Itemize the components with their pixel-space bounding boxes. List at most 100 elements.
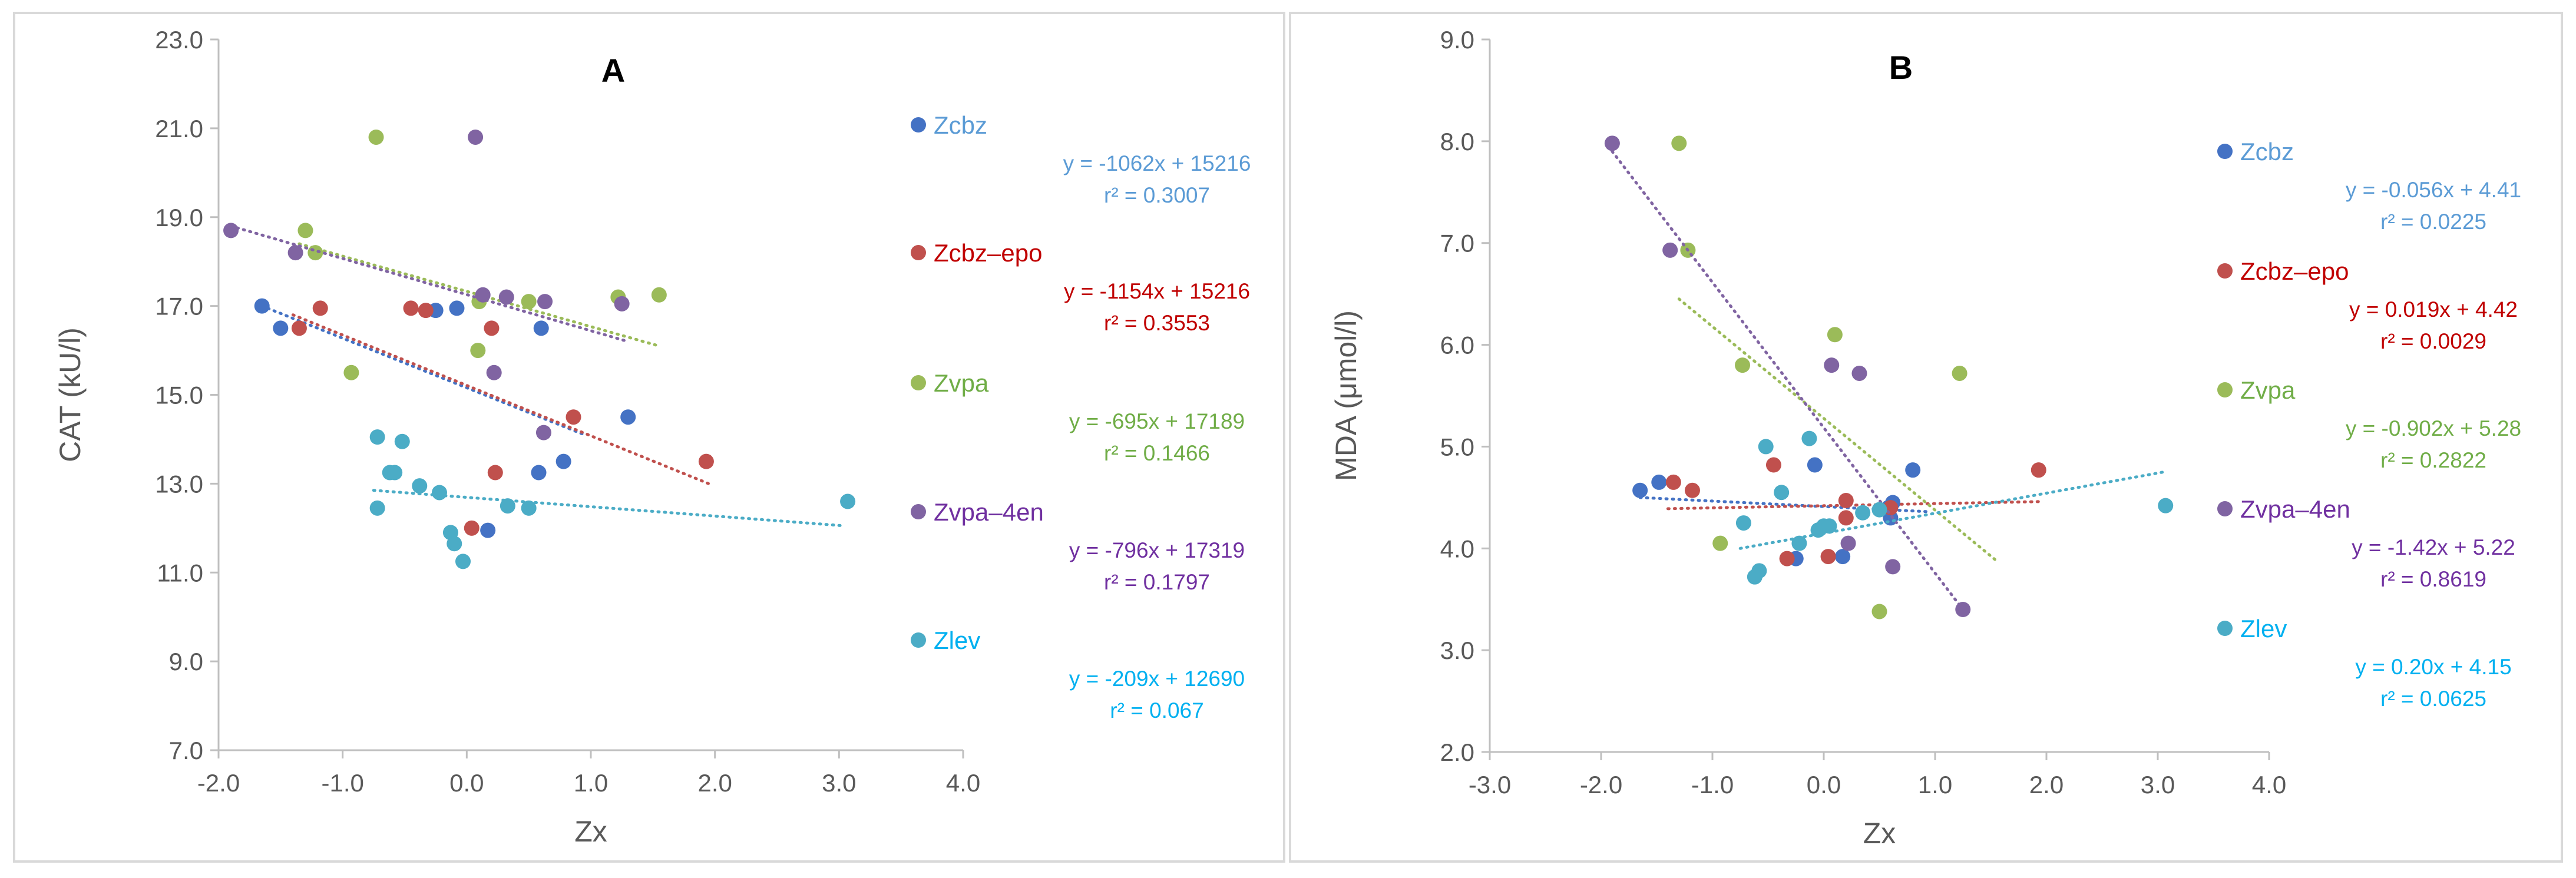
r-squared-value: r² = 0.1797 [1104, 570, 1210, 594]
data-point [1840, 535, 1856, 551]
data-point [1952, 365, 1967, 381]
data-point [484, 320, 500, 336]
data-point [521, 500, 537, 516]
r-squared-value: r² = 0.0625 [2380, 687, 2486, 711]
r-squared-value: r² = 0.067 [1110, 698, 1203, 723]
x-tick-label: 0.0 [449, 769, 484, 797]
data-point [840, 493, 856, 509]
data-point [418, 303, 434, 319]
data-point [297, 223, 313, 238]
y-tick-label: 15.0 [155, 382, 203, 409]
data-point [468, 129, 484, 145]
trendline-Zcbz–epo [291, 313, 710, 485]
legend-marker [911, 117, 926, 132]
data-point [614, 296, 630, 312]
data-point [1820, 549, 1836, 565]
legend-marker [2217, 501, 2233, 516]
data-point [1827, 327, 1843, 343]
trend-equation: y = 0.019x + 4.42 [2349, 297, 2518, 322]
trend-equation: y = 0.20x + 4.15 [2355, 655, 2511, 679]
data-point [1758, 439, 1774, 455]
x-tick-label: -1.0 [1691, 771, 1734, 799]
legend-marker [911, 504, 926, 519]
data-point [455, 554, 471, 569]
data-point [486, 365, 502, 380]
data-point [403, 300, 419, 316]
chart-panel-a: 7.0 9.0 11.0 13.0 15.0 17.0 19.0 21.0 23.0 -2.0 -1… [13, 12, 1285, 863]
chart-title: A [601, 52, 625, 89]
x-tick-label: 2.0 [2029, 771, 2064, 799]
data-point [531, 465, 547, 481]
data-point [1838, 510, 1854, 526]
legend-marker [2217, 263, 2233, 279]
x-tick-label: -1.0 [321, 769, 363, 797]
data-point [535, 425, 551, 440]
data-point [223, 223, 239, 238]
data-point [498, 289, 514, 305]
data-point [470, 343, 486, 359]
trend-equation: y = -695x + 17189 [1069, 409, 1245, 433]
trendline-Zvpa–4en [1611, 150, 1965, 611]
chart-b-svg: 2.0 3.0 4.0 5.0 6.0 7.0 8.0 9.0 -3.0 -2.0 -1.0 0.0 1… [1330, 26, 2521, 850]
data-point [1821, 518, 1837, 534]
data-point [387, 465, 403, 481]
trendline-Zcbz–epo [1666, 500, 2043, 511]
data-point [533, 320, 549, 336]
data-point [1955, 602, 1971, 617]
legend-label: Zvpa [934, 369, 989, 397]
data-point [566, 409, 581, 425]
y-tick-label: 8.0 [1440, 128, 1474, 155]
x-tick-label: 1.0 [574, 769, 608, 797]
y-tick-label: 19.0 [155, 204, 203, 231]
data-point [1801, 430, 1817, 446]
trendline-Zcbz [260, 304, 586, 436]
data-point [620, 409, 636, 425]
data-point [1671, 135, 1687, 151]
y-tick-label: 6.0 [1440, 332, 1474, 359]
x-axis-title: Zx [574, 815, 607, 848]
data-point [475, 287, 491, 303]
data-point [291, 320, 307, 336]
y-tick-label: 9.0 [1440, 26, 1474, 54]
r-squared-value: r² = 0.0225 [2380, 210, 2486, 234]
r-squared-value: r² = 0.3007 [1104, 183, 1210, 207]
data-point [273, 320, 289, 336]
legend-label: Zcbz–epo [2240, 257, 2349, 285]
data-point [1684, 482, 1700, 498]
data-point [369, 500, 385, 516]
data-point [394, 433, 410, 449]
data-point [1851, 365, 1867, 381]
data-point [1735, 515, 1751, 531]
r-squared-value: r² = 0.2822 [2380, 448, 2486, 472]
x-tick-label: -3.0 [1469, 771, 1511, 799]
r-squared-value: r² = 0.3553 [1104, 311, 1210, 335]
x-tick-label: 0.0 [1807, 771, 1841, 799]
data-point [1791, 535, 1807, 551]
chart-title: B [1889, 49, 1913, 86]
y-axis-title: CAT (kU/l) [54, 327, 87, 462]
y-tick-label: 7.0 [1440, 230, 1474, 257]
legend-marker [2217, 144, 2233, 159]
trendline-Zvpa–4en [229, 224, 630, 343]
y-axis-title: MDA (μmol/l) [1330, 310, 1363, 481]
data-point [2158, 498, 2174, 513]
data-point [312, 300, 328, 316]
data-point [1765, 457, 1781, 473]
data-point [698, 453, 714, 469]
data-point [1665, 474, 1681, 490]
data-point [1835, 549, 1851, 565]
legend-label: Zcbz [934, 111, 987, 139]
data-point [1885, 559, 1901, 575]
data-point [1662, 242, 1678, 258]
trend-equation: y = -0.056x + 4.41 [2346, 178, 2521, 202]
chart-a-svg: 7.0 9.0 11.0 13.0 15.0 17.0 19.0 21.0 23.0 -2.0 -1… [54, 26, 1251, 848]
data-point [343, 365, 359, 380]
data-point [2031, 462, 2046, 478]
data-point [431, 485, 447, 501]
data-point [1779, 551, 1795, 566]
data-point [447, 536, 462, 552]
x-tick-label: -2.0 [1580, 771, 1622, 799]
chart-panel-b: 2.0 3.0 4.0 5.0 6.0 7.0 8.0 9.0 -3.0 -2.0 -1.0 0.0 1… [1289, 12, 2563, 863]
data-point [1751, 563, 1767, 579]
legend-marker [911, 632, 926, 648]
